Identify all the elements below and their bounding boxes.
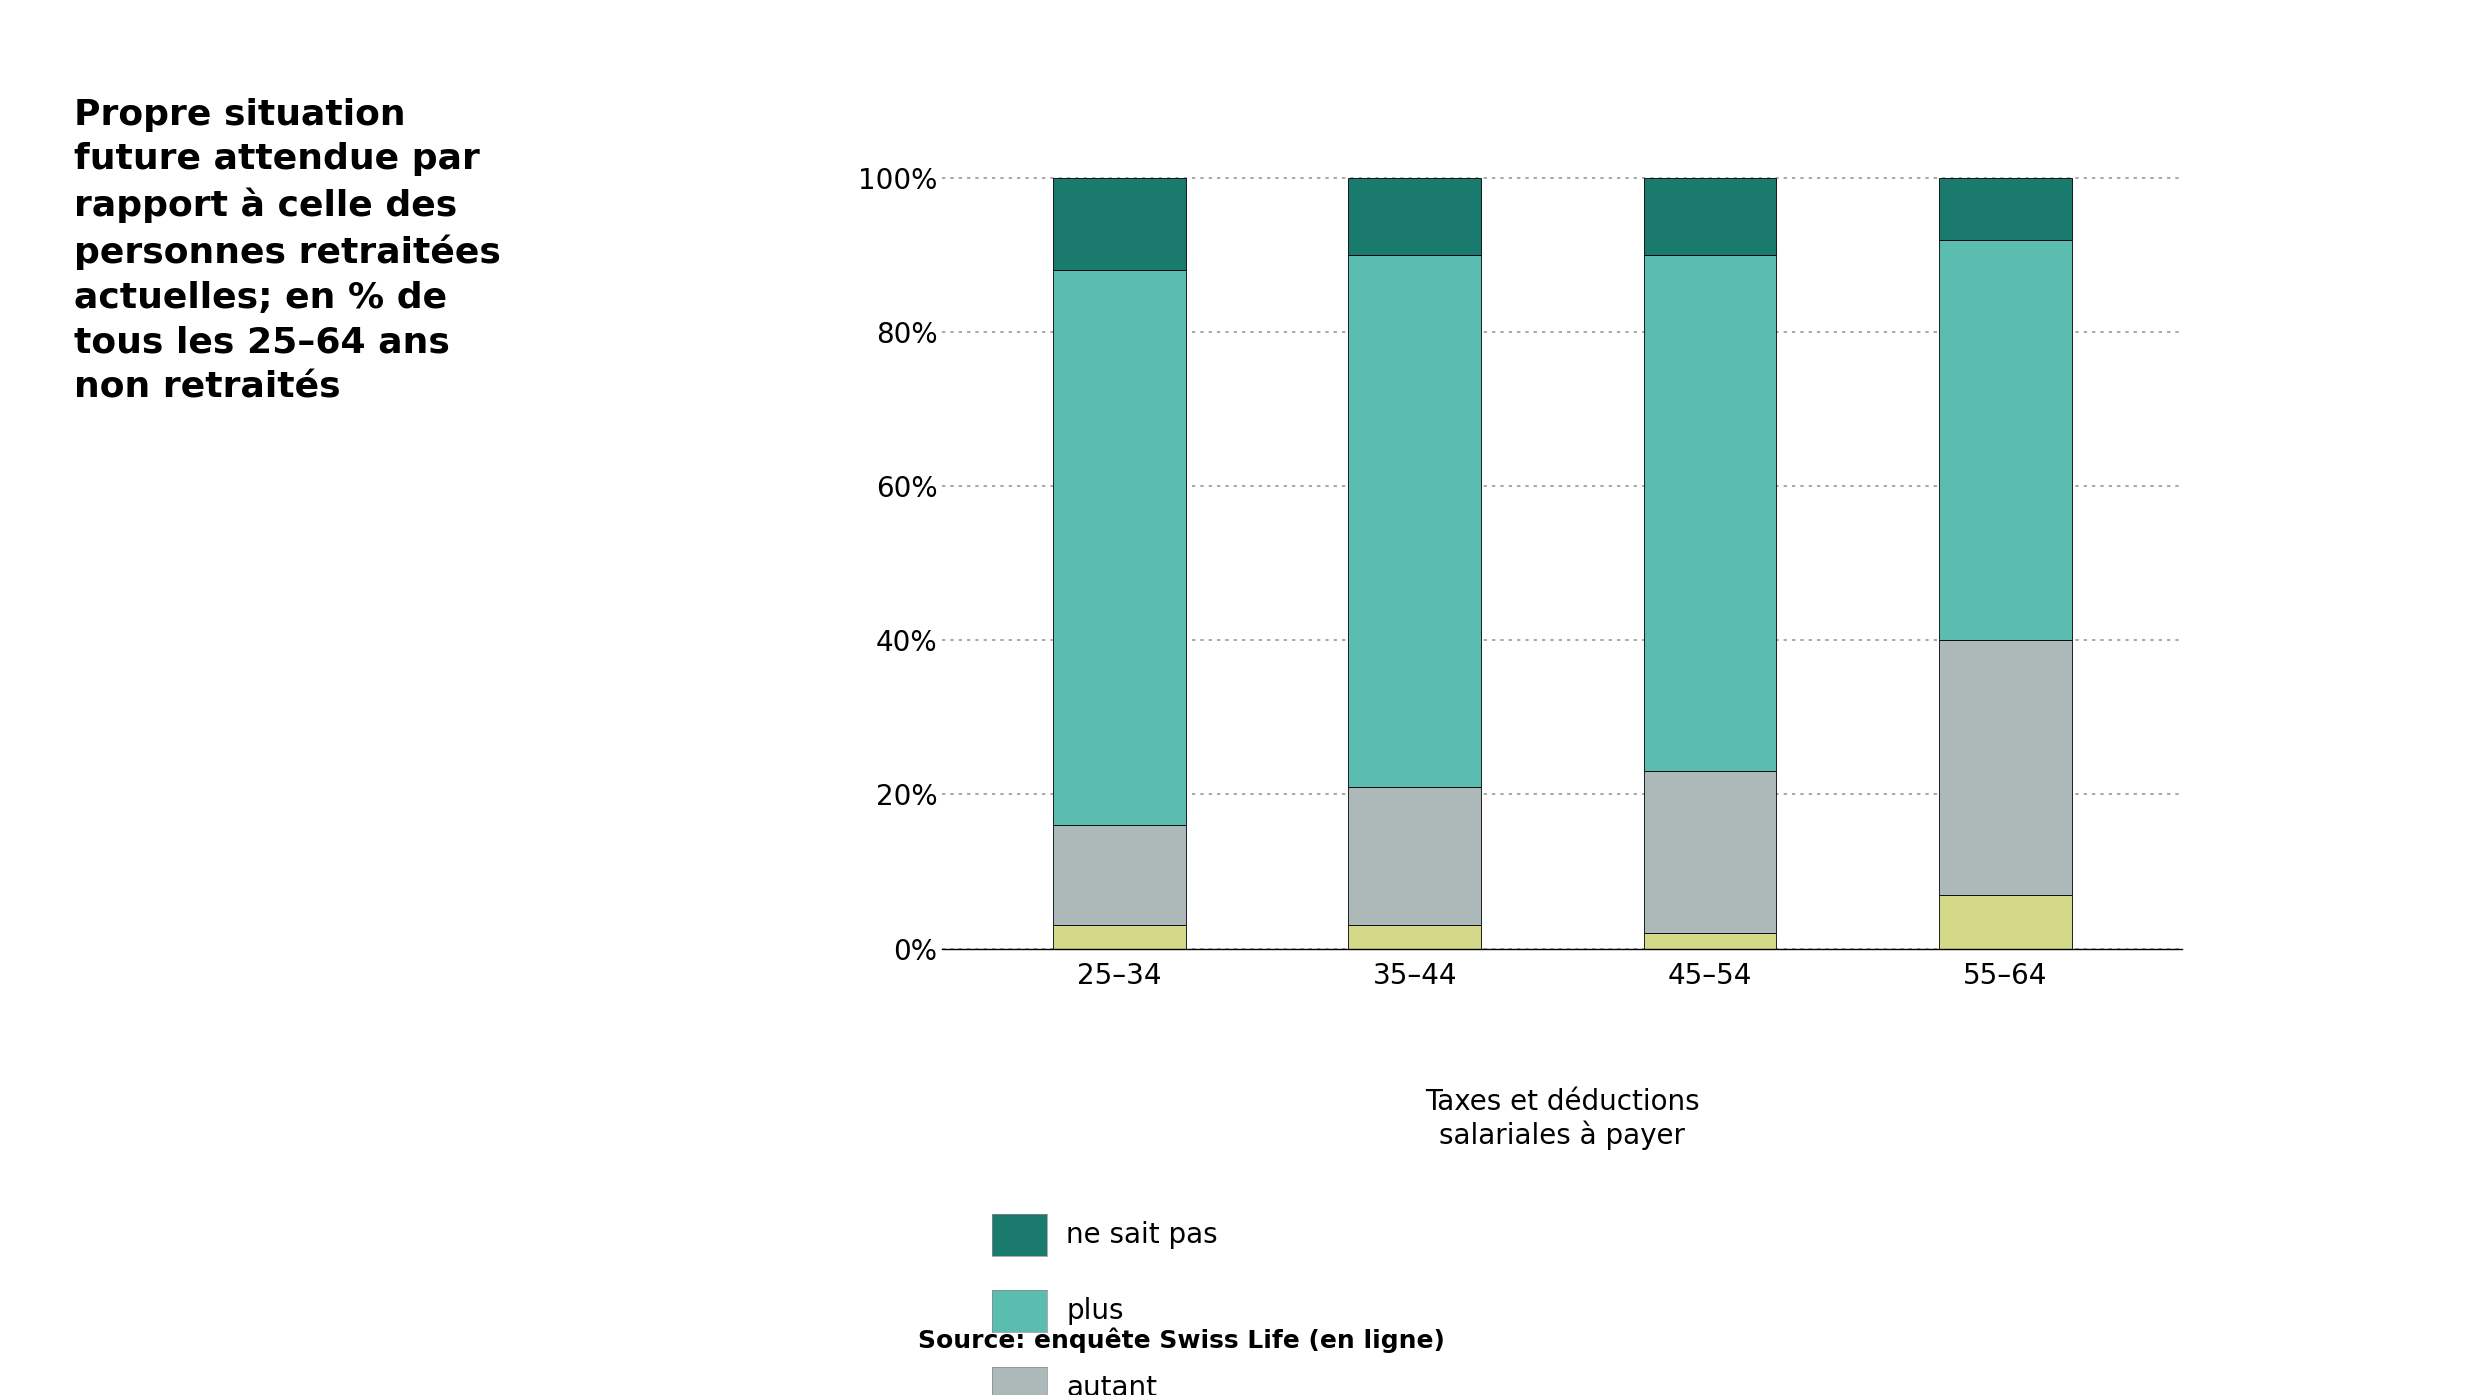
Bar: [1939, 640, 2071, 894]
Bar: [1349, 787, 1481, 925]
Text: ne sait pas: ne sait pas: [1066, 1221, 1218, 1249]
Bar: [1054, 271, 1185, 826]
Bar: [1054, 925, 1185, 949]
Bar: [1349, 179, 1481, 255]
Text: Source: enquête Swiss Life (en ligne): Source: enquête Swiss Life (en ligne): [918, 1328, 1443, 1353]
Bar: [1349, 925, 1481, 949]
Bar: [1939, 894, 2071, 949]
Bar: [1054, 179, 1185, 271]
Bar: [1349, 255, 1481, 787]
Bar: [1644, 179, 1776, 255]
Text: Taxes et déductions
salariales à payer: Taxes et déductions salariales à payer: [1426, 1088, 1699, 1151]
Bar: [1644, 933, 1776, 949]
Bar: [1644, 771, 1776, 933]
Bar: [1939, 179, 2071, 240]
Bar: [1939, 240, 2071, 640]
Text: Propre situation
future attendue par
rapport à celle des
personnes retraitées
ac: Propre situation future attendue par rap…: [74, 98, 501, 405]
Text: plus: plus: [1066, 1297, 1123, 1325]
Bar: [1644, 255, 1776, 771]
Bar: [1054, 826, 1185, 925]
Text: autant: autant: [1066, 1374, 1158, 1395]
